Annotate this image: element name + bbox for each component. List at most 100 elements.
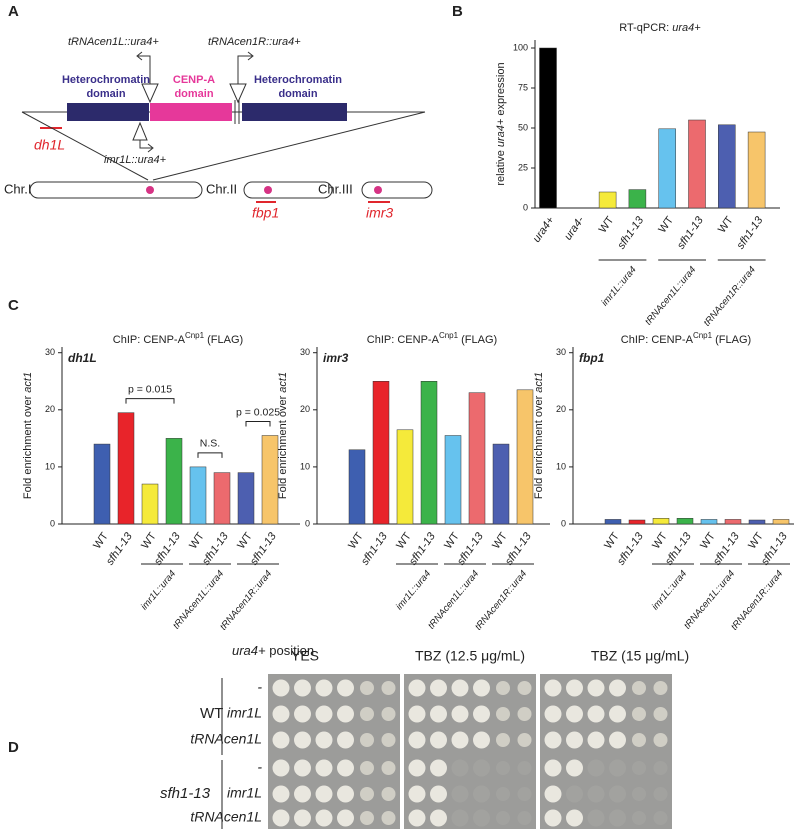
locus-label: fbp1 (579, 351, 605, 365)
spot (272, 759, 290, 777)
zoom-lines (21, 111, 426, 181)
spot (430, 809, 447, 827)
centromere (374, 186, 382, 194)
group-label: tRNAcen1L::ura4 (426, 568, 481, 631)
chart-title-part: ChIP: CENP-A (621, 334, 694, 346)
spot (408, 679, 426, 697)
insertion (132, 121, 148, 141)
spot (632, 811, 646, 825)
spot (632, 733, 646, 747)
y-axis-label-part: Fold enrichment over (277, 393, 289, 499)
spot (381, 811, 396, 825)
label: Chr.III (318, 181, 353, 196)
header-part: position (266, 643, 314, 658)
insertion (229, 83, 247, 104)
x-tick-label: sfh1-13 (615, 530, 646, 568)
x-tick-label: sfh1-13 (503, 530, 534, 568)
y-tick-label: 50 (518, 122, 528, 132)
spot (430, 785, 447, 803)
x-tick-label: sfh1-13 (675, 214, 706, 252)
y-tick-label: 30 (556, 347, 566, 357)
spot (653, 761, 668, 775)
label: tRNAcen1L::ura4+ (68, 36, 159, 48)
arrow (136, 51, 151, 84)
x-tick-label: WT (235, 530, 255, 551)
chart-title-part: Cnp1 (693, 331, 713, 340)
spot (337, 679, 354, 697)
bar (420, 381, 438, 525)
spot (566, 679, 583, 697)
medium-label: YES (291, 648, 319, 664)
bar (93, 443, 111, 525)
panel-label: A (8, 3, 19, 20)
label: imr1L::ura4+ (104, 154, 167, 166)
spot (632, 787, 646, 801)
spot (609, 731, 626, 749)
spot (609, 809, 626, 827)
x-tick-label: sfh1-13 (104, 530, 135, 568)
diagram (21, 51, 433, 203)
label: tRNAcen1R::ura4+ (208, 36, 301, 48)
annotation: p = 0.015 (128, 383, 172, 395)
spot (609, 679, 626, 697)
spot (360, 761, 374, 775)
spot (473, 785, 490, 803)
x-tick-label: sfh1-13 (711, 530, 742, 568)
bar (492, 443, 510, 525)
y-axis-label: Fold enrichment over act1 (533, 372, 545, 499)
spot (496, 761, 510, 775)
x-tick-label: sfh1-13 (735, 214, 766, 252)
spot (430, 705, 447, 723)
plate (404, 674, 536, 829)
spot (496, 787, 510, 801)
x-tick-label: sfh1-13 (615, 214, 646, 252)
chart-title-part: (FLAG) (458, 334, 497, 346)
spot (653, 733, 668, 747)
label: domain (174, 88, 213, 100)
chart-title-part: Cnp1 (439, 331, 459, 340)
position-label: imr1L (227, 785, 262, 801)
y-tick-label: 10 (45, 461, 55, 471)
spot (272, 679, 290, 697)
spot (294, 679, 311, 697)
bar (261, 435, 279, 525)
locus-label: dh1L (68, 351, 97, 365)
label: domain (86, 88, 125, 100)
position-label: - (257, 759, 262, 775)
spot (430, 731, 447, 749)
x-tick-label: WT (716, 214, 736, 235)
group-label: tRNAcen1R::ura4 (729, 568, 785, 632)
label: domain (278, 88, 317, 100)
spot (294, 785, 311, 803)
spot (451, 731, 469, 749)
spot (566, 759, 583, 777)
spot (294, 705, 311, 723)
chart-title: ChIP: CENP-ACnp1 (FLAG) (367, 331, 497, 346)
panel-label: D (8, 739, 19, 756)
x-tick-label: WT (656, 214, 676, 235)
spot (408, 785, 426, 803)
y-tick-label: 20 (300, 404, 310, 414)
locus-label: dh1L (34, 137, 65, 153)
spot (451, 809, 469, 827)
chart-title-part: ura4+ (672, 22, 701, 34)
y-axis-label-part: Fold enrichment over (22, 393, 34, 499)
x-tick-label: sfh1-13 (200, 530, 231, 568)
position-label: tRNAcen1L (190, 809, 262, 825)
spot (473, 731, 490, 749)
spot (517, 761, 532, 775)
spot (337, 759, 354, 777)
spot (272, 809, 290, 827)
spot (360, 681, 374, 695)
y-tick-label: 0 (50, 518, 55, 528)
spot (566, 809, 583, 827)
spot (473, 679, 490, 697)
bar (237, 472, 255, 525)
spot (496, 707, 510, 721)
spot (587, 679, 605, 697)
y-tick-label: 0 (305, 518, 310, 528)
spot (653, 707, 668, 721)
bar (539, 47, 557, 209)
plate (540, 674, 672, 829)
